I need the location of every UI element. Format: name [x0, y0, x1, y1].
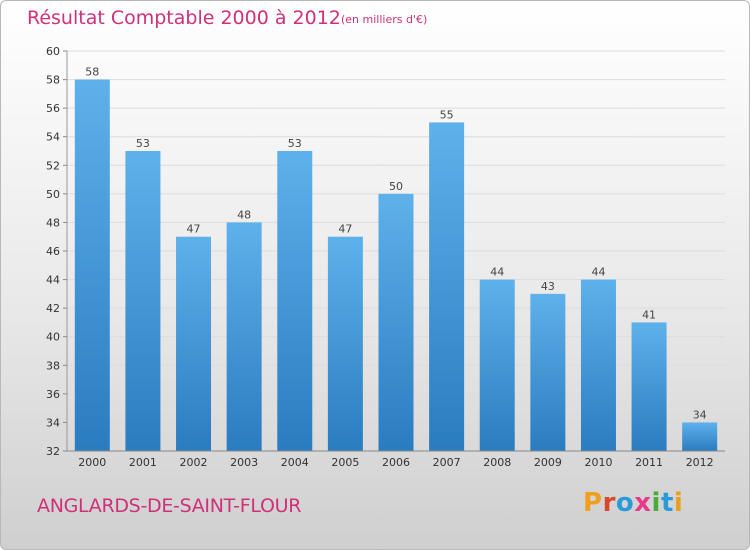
- bar: [176, 236, 212, 451]
- bar-value-label: 53: [136, 137, 150, 150]
- bar-value-label: 44: [490, 266, 504, 279]
- x-tick-label: 2008: [483, 456, 511, 469]
- logo-letter: r: [602, 488, 616, 518]
- y-tick-label: 44: [46, 274, 60, 287]
- y-tick-label: 48: [46, 216, 60, 229]
- bar-value-label: 50: [389, 180, 403, 193]
- y-tick-label: 58: [46, 74, 60, 87]
- commune-name: ANGLARDS-DE-SAINT-FLOUR: [37, 495, 302, 517]
- bar-value-label: 48: [237, 208, 251, 221]
- x-tick-label: 2007: [433, 456, 461, 469]
- x-tick-label: 2011: [635, 456, 663, 469]
- logo-letter: x: [634, 488, 652, 518]
- bar: [125, 151, 161, 451]
- bar: [631, 322, 667, 451]
- y-tick-label: 42: [46, 302, 60, 315]
- logo-letter: i: [651, 488, 661, 518]
- y-tick-label: 34: [46, 416, 60, 429]
- chart-title: Résultat Comptable 2000 à 2012: [27, 7, 341, 29]
- bar-value-label: 53: [288, 137, 302, 150]
- logo-letter: t: [660, 488, 674, 518]
- x-tick-label: 2003: [230, 456, 258, 469]
- x-tick-label: 2000: [78, 456, 106, 469]
- x-tick-label: 2006: [382, 456, 410, 469]
- bar: [327, 236, 363, 451]
- y-tick-label: 56: [46, 102, 60, 115]
- bar: [682, 422, 718, 451]
- proxiti-logo: Proxiti: [583, 488, 683, 518]
- bar: [74, 79, 110, 452]
- x-tick-label: 2009: [534, 456, 562, 469]
- y-tick-label: 54: [46, 131, 60, 144]
- bar: [530, 293, 566, 451]
- bar: [479, 279, 515, 451]
- y-tick-label: 32: [46, 445, 60, 458]
- bar-value-label: 47: [187, 223, 201, 236]
- bar-value-label: 34: [693, 408, 707, 421]
- bar-value-label: 43: [541, 280, 555, 293]
- y-tick-label: 46: [46, 245, 60, 258]
- bar: [378, 193, 414, 451]
- y-tick-label: 36: [46, 388, 60, 401]
- logo-letter: i: [673, 488, 684, 518]
- bar: [429, 122, 465, 451]
- y-tick-label: 60: [46, 45, 60, 58]
- bar-value-label: 41: [642, 308, 656, 321]
- y-tick-label: 40: [46, 331, 60, 344]
- x-tick-label: 2010: [584, 456, 612, 469]
- x-tick-label: 2004: [281, 456, 309, 469]
- bar-value-label: 44: [591, 266, 605, 279]
- bar-value-label: 55: [440, 108, 454, 121]
- x-tick-label: 2002: [180, 456, 208, 469]
- logo-letter: P: [583, 488, 603, 518]
- y-tick-label: 52: [46, 159, 60, 172]
- x-tick-label: 2001: [129, 456, 157, 469]
- bar: [580, 279, 616, 451]
- bar-value-label: 58: [85, 66, 99, 79]
- bar-value-label: 47: [338, 223, 352, 236]
- bar: [277, 151, 313, 451]
- bar: [226, 222, 262, 451]
- chart-subtitle: (en milliers d'€): [341, 13, 428, 26]
- x-tick-label: 2012: [686, 456, 714, 469]
- x-tick-label: 2005: [331, 456, 359, 469]
- logo-letter: o: [615, 488, 635, 518]
- y-tick-label: 50: [46, 188, 60, 201]
- y-tick-label: 38: [46, 359, 60, 372]
